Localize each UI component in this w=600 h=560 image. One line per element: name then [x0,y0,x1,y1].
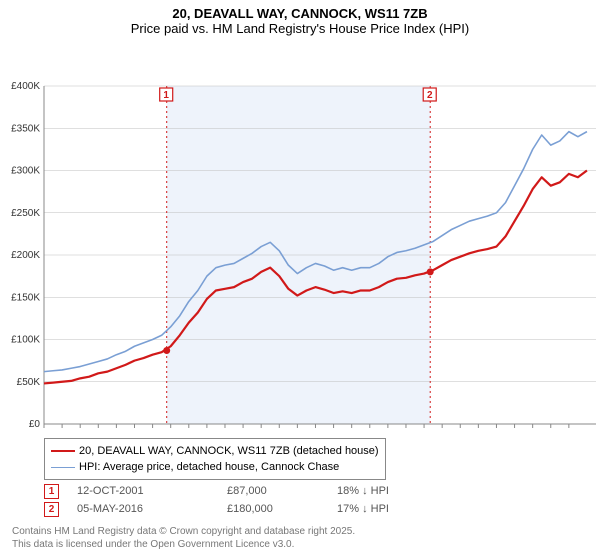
transaction-price: £87,000 [227,485,337,497]
transaction-marker: 2 [44,502,59,517]
transactions-table: 1 12-OCT-2001£87,00018% ↓ HPI 2 05-MAY-2016… [44,482,447,518]
svg-text:£150K: £150K [11,292,40,303]
legend-label: 20, DEAVALL WAY, CANNOCK, WS11 7ZB (deta… [79,445,379,457]
legend: 20, DEAVALL WAY, CANNOCK, WS11 7ZB (deta… [44,438,386,480]
transaction-marker: 1 [44,484,59,499]
svg-text:£250K: £250K [11,208,40,219]
svg-text:£200K: £200K [11,250,40,261]
transaction-relative: 18% ↓ HPI [337,485,447,497]
legend-item: 20, DEAVALL WAY, CANNOCK, WS11 7ZB (deta… [51,443,379,459]
legend-swatch [51,467,75,468]
legend-label: HPI: Average price, detached house, Cann… [79,461,339,473]
footer-line-1: Contains HM Land Registry data © Crown c… [12,526,355,537]
svg-text:£350K: £350K [11,123,40,134]
svg-text:£300K: £300K [11,166,40,177]
transaction-row: 1 12-OCT-2001£87,00018% ↓ HPI [44,482,447,500]
chart-subtitle: Price paid vs. HM Land Registry's House … [0,21,600,36]
svg-text:2: 2 [427,90,433,101]
chart-container: 20, DEAVALL WAY, CANNOCK, WS11 7ZB Price… [0,0,600,560]
legend-item: HPI: Average price, detached house, Cann… [51,459,379,475]
chart-title: 20, DEAVALL WAY, CANNOCK, WS11 7ZB [0,6,600,21]
transaction-price: £180,000 [227,503,337,515]
transaction-date: 12-OCT-2001 [77,485,227,497]
svg-text:£100K: £100K [11,335,40,346]
svg-text:£400K: £400K [11,81,40,92]
footer-line-2: This data is licensed under the Open Gov… [12,539,294,550]
svg-text:£0: £0 [29,419,41,428]
transaction-relative: 17% ↓ HPI [337,503,447,515]
svg-text:1: 1 [163,90,169,101]
chart-svg: £0 £50K £100K £150K £200K £250K £300K £350K £400… [0,36,600,428]
svg-text:£50K: £50K [17,377,41,388]
title-block: 20, DEAVALL WAY, CANNOCK, WS11 7ZB Price… [0,0,600,36]
legend-swatch [51,450,75,452]
transaction-row: 2 05-MAY-2016£180,00017% ↓ HPI [44,500,447,518]
transaction-date: 05-MAY-2016 [77,503,227,515]
chart-plot: £0 £50K £100K £150K £200K £250K £300K £350K £400… [0,36,600,433]
